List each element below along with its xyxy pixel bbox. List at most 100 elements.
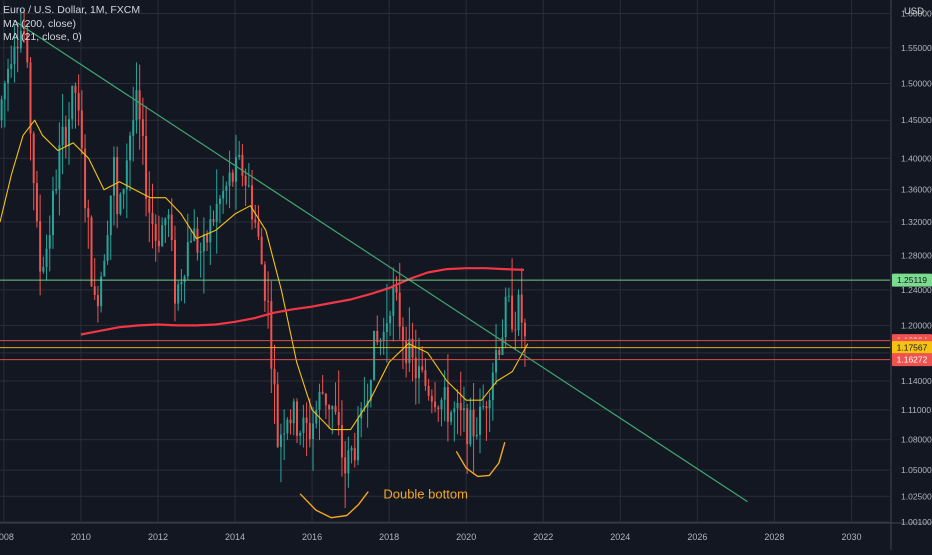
candle-body — [135, 90, 138, 121]
candle-body — [421, 366, 424, 371]
candle-body — [154, 224, 157, 241]
x-tick-label: 2020 — [456, 532, 476, 542]
y-tick-label: 1.60000 — [901, 8, 932, 18]
candle-body — [141, 119, 144, 136]
candle-body — [356, 418, 359, 461]
candle-body — [212, 219, 215, 222]
price-label-box — [892, 273, 932, 287]
candle-body — [55, 189, 58, 191]
candle-body — [48, 235, 51, 249]
candle-body — [19, 31, 22, 49]
candle-body — [138, 90, 141, 120]
candle-body — [279, 434, 282, 447]
candle-body — [340, 425, 343, 458]
candle-body — [501, 337, 504, 355]
candle-body — [472, 409, 475, 437]
candle-body — [514, 329, 517, 331]
candle-body — [459, 402, 462, 411]
candle-body — [26, 33, 29, 63]
candle-body — [170, 214, 173, 241]
candle-body — [106, 235, 109, 261]
candle-body — [443, 387, 446, 400]
candle-body — [129, 135, 132, 161]
candle-body — [93, 286, 96, 295]
candle-body — [39, 221, 42, 272]
y-tick-label: 1.08000 — [901, 435, 932, 445]
candle-body — [350, 448, 353, 451]
candle-body — [517, 294, 520, 331]
candle-body — [347, 450, 350, 474]
candle-body — [305, 417, 308, 424]
candle-body — [29, 62, 32, 134]
candle-body — [450, 412, 453, 422]
candle-body — [257, 222, 260, 237]
candle-body — [344, 457, 347, 474]
price-label-box — [892, 353, 932, 367]
y-tick-label: 1.05000 — [901, 465, 932, 475]
candle-body — [35, 183, 38, 222]
candle-body — [64, 126, 67, 146]
candle-body — [61, 126, 64, 146]
ma200-legend: MA (200, close) — [3, 17, 76, 30]
candle-body — [74, 85, 77, 93]
candle-body — [379, 340, 382, 343]
candle-body — [109, 195, 112, 236]
candle-body — [209, 219, 212, 243]
price-label-text: 1.25119 — [897, 275, 927, 285]
candle-body — [334, 405, 337, 413]
x-tick-label: 2016 — [302, 532, 322, 542]
candle-body — [222, 190, 225, 199]
candle-body — [241, 154, 244, 176]
candle-body — [411, 338, 414, 358]
x-tick-label: 2022 — [533, 532, 553, 542]
candle-body — [331, 405, 334, 410]
candle-body — [308, 423, 311, 440]
candle-body — [315, 410, 318, 424]
candle-body — [328, 405, 331, 410]
candle-body — [276, 384, 279, 447]
candle-body — [466, 408, 469, 445]
y-tick-label: 1.50000 — [901, 78, 932, 88]
candle-body — [183, 276, 186, 282]
candle-body — [405, 340, 408, 364]
candle-body — [58, 145, 61, 190]
candle-body — [180, 281, 183, 285]
y-tick-label: 1.00100 — [901, 517, 932, 527]
price-label-text: 1.16272 — [897, 355, 928, 365]
candle-body — [511, 295, 514, 330]
candle-body — [385, 323, 388, 333]
candles-group — [0, 9, 526, 509]
candle-body — [177, 284, 180, 304]
ma200-line — [80, 267, 525, 336]
candle-body — [321, 391, 324, 394]
candle-body — [283, 433, 286, 435]
y-tick-label: 1.20000 — [901, 320, 932, 330]
candle-body — [495, 350, 498, 373]
currency-label: USD — [903, 6, 924, 17]
candle-body — [270, 301, 273, 369]
candle-body — [369, 379, 372, 401]
candle-body — [215, 203, 218, 222]
candle-body — [164, 218, 167, 226]
x-tick-label: 2010 — [71, 532, 91, 542]
candle-body — [225, 185, 228, 191]
candle-body — [234, 157, 237, 182]
candle-body — [231, 172, 234, 182]
candle-body — [23, 31, 26, 34]
candle-body — [469, 409, 472, 445]
candle-body — [32, 133, 35, 184]
ma21-legend: MA (21, close, 0) — [3, 31, 82, 43]
candle-body — [173, 240, 176, 304]
candle-body — [218, 198, 221, 204]
candle-body — [157, 240, 160, 247]
candle-body — [71, 85, 74, 120]
candle-body — [16, 46, 19, 49]
candle-body — [401, 326, 404, 341]
candle-body — [462, 408, 465, 411]
candle-body — [112, 157, 115, 196]
candle-body — [353, 448, 356, 461]
candle-body — [376, 331, 379, 343]
candle-body — [96, 294, 99, 307]
